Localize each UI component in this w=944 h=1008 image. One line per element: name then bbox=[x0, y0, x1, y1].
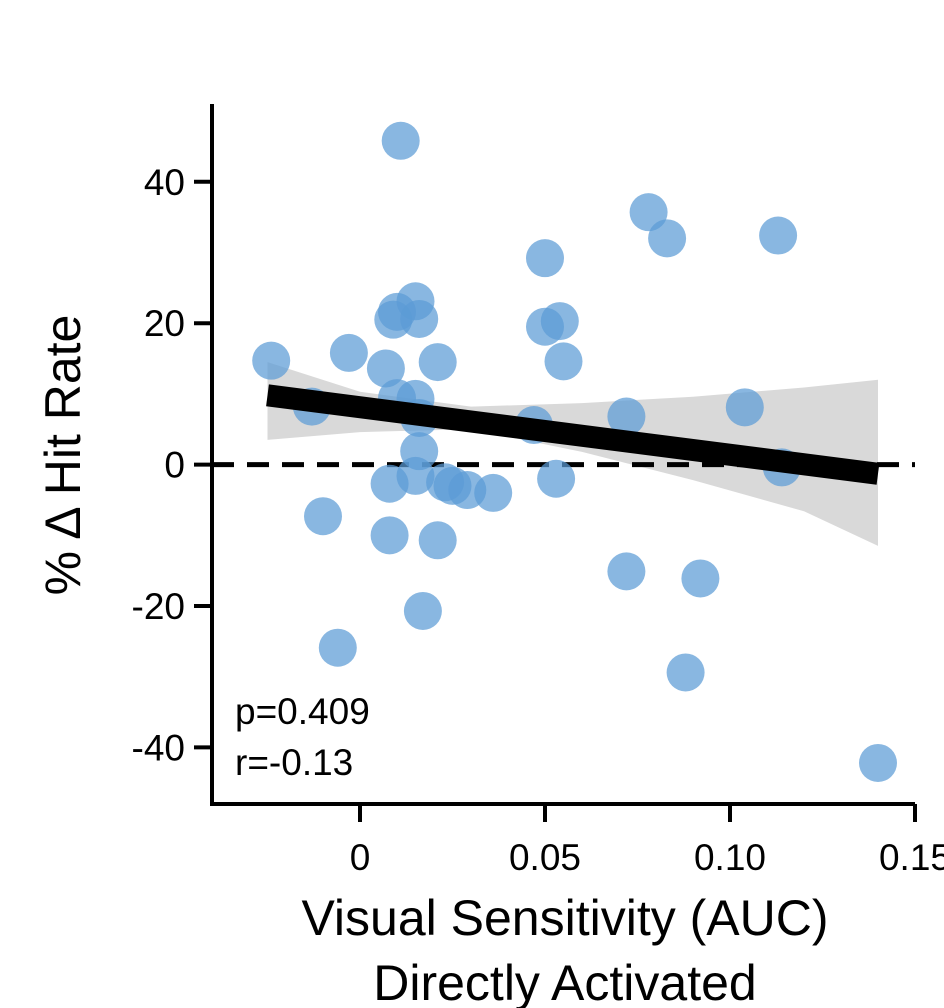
data-point bbox=[648, 219, 687, 258]
y-axis-title: % Δ Hit Rate bbox=[35, 315, 91, 596]
data-point bbox=[681, 559, 720, 598]
data-point bbox=[725, 388, 764, 427]
data-points-layer bbox=[252, 121, 897, 782]
data-point bbox=[403, 591, 442, 630]
y-tick-label: -40 bbox=[132, 727, 185, 768]
data-point bbox=[252, 341, 291, 380]
regression-line bbox=[266, 384, 880, 485]
data-point bbox=[400, 299, 439, 338]
data-point bbox=[366, 349, 405, 388]
data-point bbox=[759, 216, 798, 255]
axes-layer: 40 20 0 -20 -40 0 0.05 0.10 0.15 bbox=[132, 104, 944, 878]
data-point bbox=[381, 121, 420, 160]
data-point bbox=[304, 497, 342, 536]
fit-line-layer bbox=[266, 384, 880, 485]
data-point bbox=[370, 464, 409, 503]
data-point bbox=[537, 459, 576, 498]
data-point bbox=[418, 521, 457, 560]
x-axis-subtitle: Directly Activated bbox=[373, 955, 756, 1008]
labels-layer: p=0.409 r=-0.13 Visual Sensitivity (AUC)… bbox=[35, 315, 829, 1008]
data-point bbox=[370, 516, 409, 555]
y-tick-label: -20 bbox=[132, 586, 185, 627]
data-point bbox=[474, 473, 513, 512]
x-tick-label: 0.05 bbox=[509, 837, 581, 878]
data-point bbox=[329, 333, 368, 372]
data-point bbox=[859, 743, 897, 782]
data-point bbox=[666, 653, 705, 692]
data-point bbox=[526, 239, 564, 278]
y-tick-label: 0 bbox=[164, 445, 185, 486]
data-point bbox=[318, 628, 357, 667]
y-tick-label: 20 bbox=[144, 303, 185, 344]
y-tick-label: 40 bbox=[144, 162, 185, 203]
data-point bbox=[526, 307, 564, 346]
data-point bbox=[607, 552, 646, 591]
data-point bbox=[544, 342, 583, 381]
x-tick-label: 0.15 bbox=[879, 837, 944, 878]
x-tick-label: 0 bbox=[350, 837, 371, 878]
r-value-annotation: r=-0.13 bbox=[235, 742, 353, 783]
data-point bbox=[607, 397, 646, 436]
x-axis-title: Visual Sensitivity (AUC) bbox=[301, 890, 828, 946]
data-point bbox=[418, 343, 457, 382]
p-value-annotation: p=0.409 bbox=[235, 691, 370, 732]
x-tick-label: 0.10 bbox=[694, 837, 766, 878]
